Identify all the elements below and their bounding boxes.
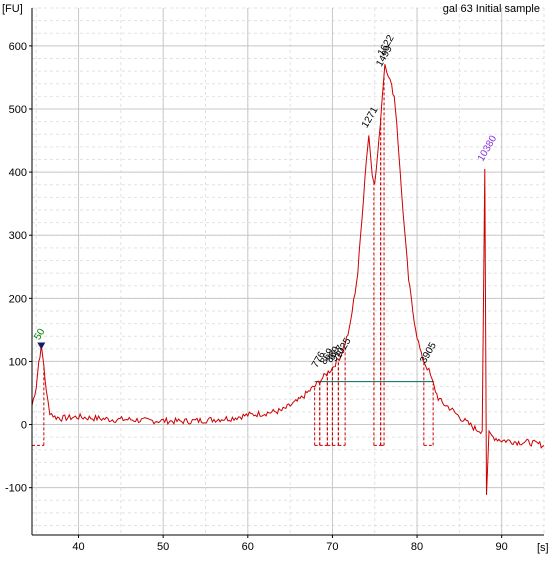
y-tick-label: -100 [5,483,27,495]
x-axis-label: [s] [537,542,549,554]
y-tick-label: 500 [9,104,27,116]
y-tick-label: 200 [9,293,27,305]
y-tick-label: 100 [9,356,27,368]
series-line [31,64,545,495]
trace-layer [31,64,545,495]
chart-title: gal 63 Initial sample [443,3,540,15]
axis-layer: 40 50 60 70 80 90 -100 0 100 200 300 400 500 600 [5,8,544,553]
x-tick-label: 40 [72,541,84,553]
y-tick-label: 300 [9,230,27,242]
x-tick-label: 60 [242,541,254,553]
lower-marker-triangle [37,342,46,350]
x-tick-label: 70 [326,541,338,553]
y-tick-label: 600 [9,41,27,53]
y-tick-label: 400 [9,167,27,179]
x-tick-label: 50 [157,541,169,553]
region-layer [31,73,434,446]
y-tick-label: 0 [21,420,27,432]
y-axis-label: [FU] [2,3,23,15]
x-tick-label: 80 [411,541,423,553]
peak-label: 50 [32,327,47,343]
grid-layer [32,7,545,535]
x-tick-label: 90 [496,541,508,553]
